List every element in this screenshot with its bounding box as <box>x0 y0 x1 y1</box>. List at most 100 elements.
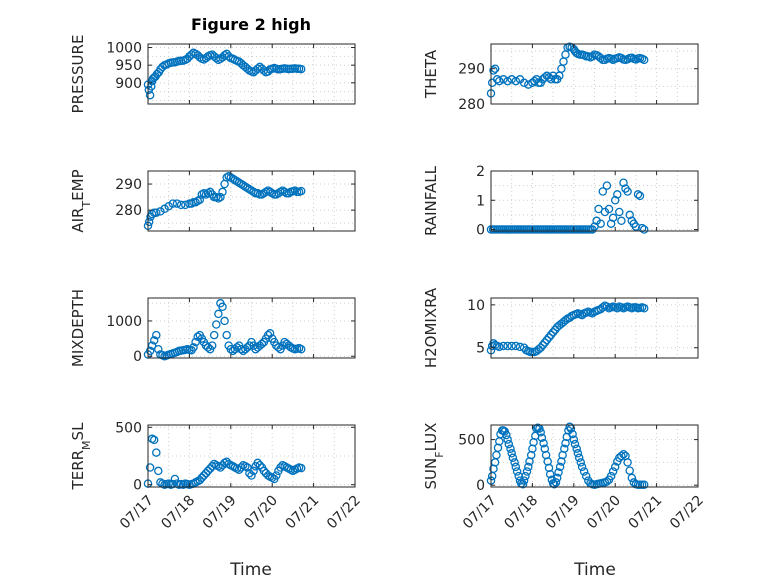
data-point <box>602 302 612 311</box>
data-point <box>290 186 300 195</box>
data-point <box>296 186 306 196</box>
data-point <box>245 185 254 194</box>
axes-box <box>490 424 699 488</box>
data-point <box>189 343 198 352</box>
data-point <box>617 53 626 63</box>
data-point <box>191 198 200 207</box>
data-point <box>152 448 161 457</box>
y-axis-label: AIRTEMP <box>69 169 93 232</box>
data-point <box>568 429 577 439</box>
data-point <box>570 439 580 449</box>
y-tick-label: 290 <box>458 62 485 78</box>
x-tick-label: 07/17 <box>460 493 500 533</box>
subplot-6: 5 10 H2OMIXRA <box>422 287 699 368</box>
y-tick-label: 0 <box>476 223 485 239</box>
data-point <box>637 223 647 233</box>
data-point <box>267 188 277 198</box>
data-point <box>639 55 649 65</box>
data-point <box>205 187 215 197</box>
data-point <box>551 478 561 487</box>
data-point <box>154 344 163 354</box>
data-point <box>149 435 159 445</box>
data-point <box>224 171 233 181</box>
data-point <box>544 333 554 342</box>
data-point <box>548 328 558 337</box>
data-point <box>615 207 624 217</box>
data-point <box>606 219 616 228</box>
data-point <box>152 330 161 340</box>
data-point <box>207 341 217 350</box>
data-point <box>507 75 516 84</box>
subplot-5: 0 1000 MIXDEPTH <box>69 289 356 367</box>
data-point <box>274 188 283 198</box>
y-axis-label: THETA <box>422 49 440 99</box>
data-point <box>296 64 306 74</box>
data-point <box>625 210 634 220</box>
x-tick-label: 07/17 <box>117 493 157 533</box>
data-point <box>230 175 240 185</box>
subplot-4: 0 1 2 RAINFALL <box>422 164 699 239</box>
y-tick-label: 280 <box>115 203 142 219</box>
data-point <box>581 471 591 481</box>
y-tick-label: 290 <box>115 177 142 193</box>
data-point <box>613 190 622 199</box>
x-tick-label: 07/20 <box>241 493 281 533</box>
axes-box <box>147 170 356 232</box>
data-point <box>536 343 545 352</box>
data-point <box>193 196 202 206</box>
data-point <box>232 343 242 352</box>
data-point <box>272 471 281 480</box>
data-point <box>255 460 265 470</box>
data-point <box>542 335 552 345</box>
data-point <box>238 181 248 190</box>
data-point <box>573 449 583 458</box>
data-point <box>631 222 641 231</box>
data-point <box>508 453 518 463</box>
y-tick-label: 1000 <box>106 41 142 57</box>
y-tick-label: 500 <box>458 433 485 449</box>
data-point <box>212 192 221 202</box>
data-point <box>280 187 289 197</box>
data-point <box>296 344 306 354</box>
y-tick-label: 2 <box>476 164 485 180</box>
data-point <box>489 66 498 75</box>
data-point <box>276 463 285 472</box>
data-point <box>492 450 501 460</box>
data-point <box>511 76 521 86</box>
data-point <box>503 341 512 351</box>
data-point <box>506 444 515 453</box>
data-point <box>521 471 530 481</box>
data-point <box>540 338 550 347</box>
subplot-7: 0 500 07/17 07/18 07/19 07/20 07/21 07/22 TERRMS… <box>69 420 364 532</box>
data-point <box>598 187 608 196</box>
data-point <box>187 50 196 59</box>
data-point <box>588 309 597 318</box>
data-point <box>272 190 281 199</box>
data-point <box>554 468 563 477</box>
data-point <box>619 178 628 187</box>
data-point <box>522 467 532 476</box>
data-point <box>149 336 159 345</box>
data-point <box>224 52 233 61</box>
data-point <box>502 430 511 440</box>
y-tick-label: 10 <box>467 298 485 314</box>
subplot-3: 280 290 AIRTEMP <box>69 169 356 233</box>
data-point <box>503 76 512 86</box>
x-tick-label: 07/19 <box>543 493 583 533</box>
y-tick-label: 1000 <box>106 314 142 330</box>
y-tick-label: 5 <box>476 341 485 357</box>
data-point <box>608 213 618 223</box>
x-axis-label-right: Time <box>573 560 616 580</box>
data-point <box>218 302 227 312</box>
data-point <box>519 78 529 88</box>
data-point <box>561 316 570 325</box>
data-point <box>261 187 271 197</box>
data-point <box>536 428 545 437</box>
data-point <box>222 173 231 182</box>
data-point <box>276 187 285 197</box>
axes-box <box>490 297 699 359</box>
data-point <box>524 80 533 89</box>
data-point <box>181 200 190 210</box>
data-point <box>596 53 605 63</box>
data-point <box>158 62 167 72</box>
